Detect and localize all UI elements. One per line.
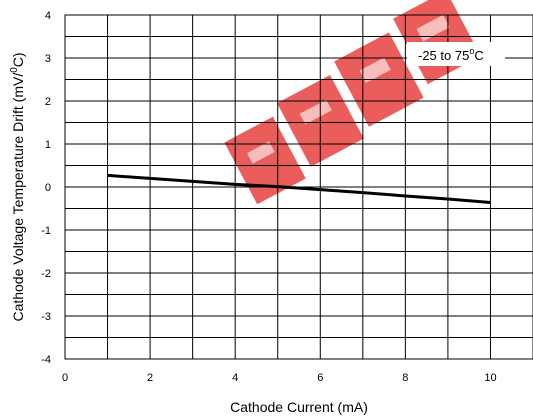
y-tick-label: -3 xyxy=(41,311,51,323)
x-tick-label: 6 xyxy=(317,372,323,384)
y-tick-labels: -4 -3 -2 -1 0 1 2 3 4 xyxy=(41,10,51,366)
plot-frame xyxy=(64,14,533,360)
y-tick-label: 0 xyxy=(45,182,51,194)
watermark-logo xyxy=(224,0,481,205)
x-axis-label: Cathode Current (mA) xyxy=(230,399,368,415)
annotation-label: -25 to 75oC xyxy=(418,46,484,63)
y-axis-label: Cathode Voltage Temperature Drift (mV/0C… xyxy=(9,52,26,321)
annotation-box xyxy=(407,42,505,66)
x-tick-label: 0 xyxy=(62,372,68,384)
x-tick-label: 4 xyxy=(232,372,238,384)
x-tick-label: 8 xyxy=(402,372,408,384)
y-tick-label: 3 xyxy=(45,53,51,65)
y-tick-label: -2 xyxy=(41,268,51,280)
x-tick-label: 10 xyxy=(484,372,496,384)
x-tick-label: 2 xyxy=(147,372,153,384)
y-tick-label: 4 xyxy=(45,10,51,22)
y-tick-label: -1 xyxy=(41,225,51,237)
series-line xyxy=(107,173,491,204)
y-tick-label: 1 xyxy=(45,139,51,151)
y-tick-label: -4 xyxy=(41,354,51,366)
y-tick-label: 2 xyxy=(45,96,51,108)
x-tick-labels: 0 2 4 6 8 10 xyxy=(62,372,497,384)
